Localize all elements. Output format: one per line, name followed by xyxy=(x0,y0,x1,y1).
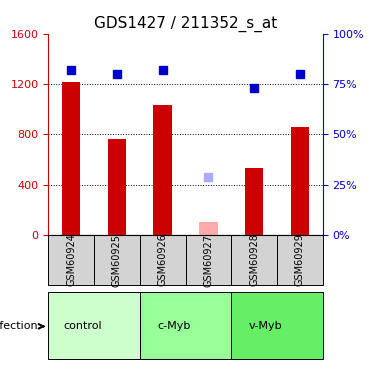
Text: GSM60927: GSM60927 xyxy=(203,234,213,286)
FancyBboxPatch shape xyxy=(48,292,140,359)
Text: GSM60925: GSM60925 xyxy=(112,234,122,286)
Title: GDS1427 / 211352_s_at: GDS1427 / 211352_s_at xyxy=(94,16,277,32)
Text: c-Myb: c-Myb xyxy=(157,321,191,332)
FancyBboxPatch shape xyxy=(94,235,140,285)
FancyBboxPatch shape xyxy=(140,292,231,359)
Text: GSM60924: GSM60924 xyxy=(66,234,76,286)
Text: GSM60928: GSM60928 xyxy=(249,234,259,286)
Text: control: control xyxy=(63,321,102,332)
Bar xyxy=(62,81,80,235)
Bar xyxy=(199,222,217,235)
Text: GSM60926: GSM60926 xyxy=(158,234,168,286)
FancyBboxPatch shape xyxy=(140,235,186,285)
Bar xyxy=(291,127,309,235)
FancyBboxPatch shape xyxy=(231,235,277,285)
FancyBboxPatch shape xyxy=(48,235,94,285)
FancyBboxPatch shape xyxy=(231,292,323,359)
Bar xyxy=(245,168,263,235)
Bar xyxy=(154,105,172,235)
Text: v-Myb: v-Myb xyxy=(249,321,282,332)
Text: infection: infection xyxy=(0,321,44,332)
FancyBboxPatch shape xyxy=(277,235,323,285)
FancyBboxPatch shape xyxy=(186,235,231,285)
Text: GSM60929: GSM60929 xyxy=(295,234,305,286)
Bar xyxy=(108,140,126,235)
